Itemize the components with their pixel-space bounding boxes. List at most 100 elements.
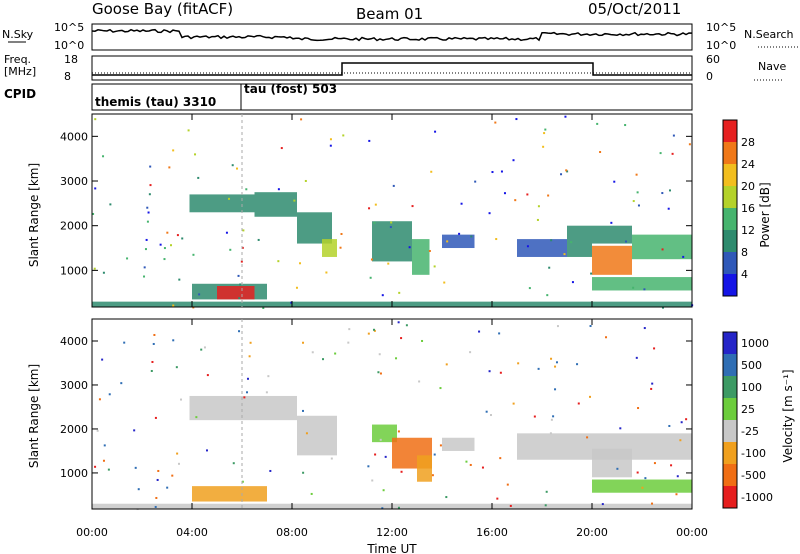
scatter-echo [109,203,112,206]
nsky-label: N.Sky [2,28,34,41]
scatter-echo [277,188,280,191]
colorbar-swatch [723,208,737,230]
colorbar-swatch [723,120,737,142]
scatter-echo [238,297,241,300]
colorbar-tick-label: -1000 [741,491,773,504]
scatter-echo [560,173,563,176]
scatter-echo [299,262,302,265]
scatter-echo [101,358,104,361]
freq-label-line1: Freq. [4,53,31,66]
scatter-echo [137,488,140,491]
scatter-echo [566,170,569,173]
colorbar-tick-label: 8 [741,246,748,259]
heatmap-region-0 [189,395,297,421]
scatter-echo [369,276,372,279]
scatter-echo [153,333,156,336]
date-title: 05/Oct/2011 [588,0,681,18]
scatter-echo [433,453,436,456]
scatter-echo [269,469,272,472]
colorbar-swatch [723,274,737,296]
scatter-echo [408,246,411,249]
velocity-colorbar: 1000 500 100 25 -25 -100 -500 -1000 [722,331,773,509]
power-colorbar: 4 8 12 16 20 24 28 [722,119,755,297]
scatter-echo [123,341,126,344]
colorbar-tick-label: 500 [741,359,762,372]
scatter-echo [643,327,646,330]
scatter-echo [339,246,342,249]
colorbar-swatch [723,420,737,442]
scatter-echo [368,139,371,142]
scatter-echo [599,151,602,154]
scatter-echo [395,357,398,360]
scatter-echo [624,240,627,243]
scatter-echo [373,221,376,224]
scatter-echo [143,266,146,269]
colorbar-swatch [723,464,737,486]
scatter-echo [632,200,635,203]
scatter-echo [378,353,381,356]
colorbar-tick-label: -500 [741,469,766,482]
heatmap-region-0 [189,194,255,213]
heatmap-region-7 [592,448,632,478]
colorbar-tick-label: -25 [741,425,759,438]
scatter-echo [555,361,558,364]
scatter-echo [577,402,580,405]
scatter-echo [169,244,172,247]
scatter-echo [397,430,400,433]
scatter-echo [245,188,248,191]
scatter-echo [194,153,197,156]
x-tick-label: 00:00 [76,526,108,539]
x-tick-label: 00:00 [676,526,708,539]
scatter-echo [637,407,640,410]
scatter-echo [280,147,283,150]
scatter-echo [246,391,249,394]
scatter-echo [159,243,162,246]
scatter-echo [152,342,155,345]
scatter-echo [242,229,245,232]
scatter-echo [659,152,662,155]
y-tick-label: 1000 [60,467,88,480]
scatter-echo [148,193,151,196]
scatter-echo [489,414,492,417]
heatmap-region-3 [322,239,337,257]
scatter-echo [347,341,350,344]
scatter-echo [384,455,387,458]
scatter-echo [543,132,546,135]
scatter-echo [243,396,246,399]
scatter-echo [398,291,401,294]
scatter-echo [478,330,481,333]
scatter-echo [411,205,414,208]
scatter-echo [181,237,184,240]
scatter-echo [536,218,539,221]
scatter-echo [526,193,529,196]
scatter-echo [605,336,608,339]
scatter-echo [546,294,549,297]
scatter-echo [445,496,448,499]
velocity-heatmap-panel: 1000 2000 3000 4000 [60,318,693,511]
scatter-echo [682,255,685,258]
scatter-echo [163,247,166,250]
scatter-echo [206,374,209,377]
heatmap-region-5 [442,437,475,451]
scatter-echo [537,367,540,370]
scatter-echo [381,507,384,510]
scatter-echo [377,371,380,374]
heatmap-region-1 [297,415,337,456]
colorbar-swatch [723,230,737,252]
scatter-echo [342,134,345,137]
scatter-echo [93,267,96,270]
scatter-echo [446,240,449,243]
x-tick-label: 08:00 [276,526,308,539]
nave-tick-bottom: 0 [706,70,713,83]
colorbar-tick-label: 100 [741,381,762,394]
colorbar-swatch [723,252,737,274]
heatmap-region-7 [517,239,567,257]
scatter-echo [635,173,638,176]
colorbar-tick-label: 24 [741,158,755,171]
scatter-echo [474,180,477,183]
scatter-echo [147,211,150,214]
scatter-echo [653,347,656,350]
scatter-echo [197,176,200,179]
scatter-echo [176,234,179,237]
scatter-echo [571,281,574,284]
